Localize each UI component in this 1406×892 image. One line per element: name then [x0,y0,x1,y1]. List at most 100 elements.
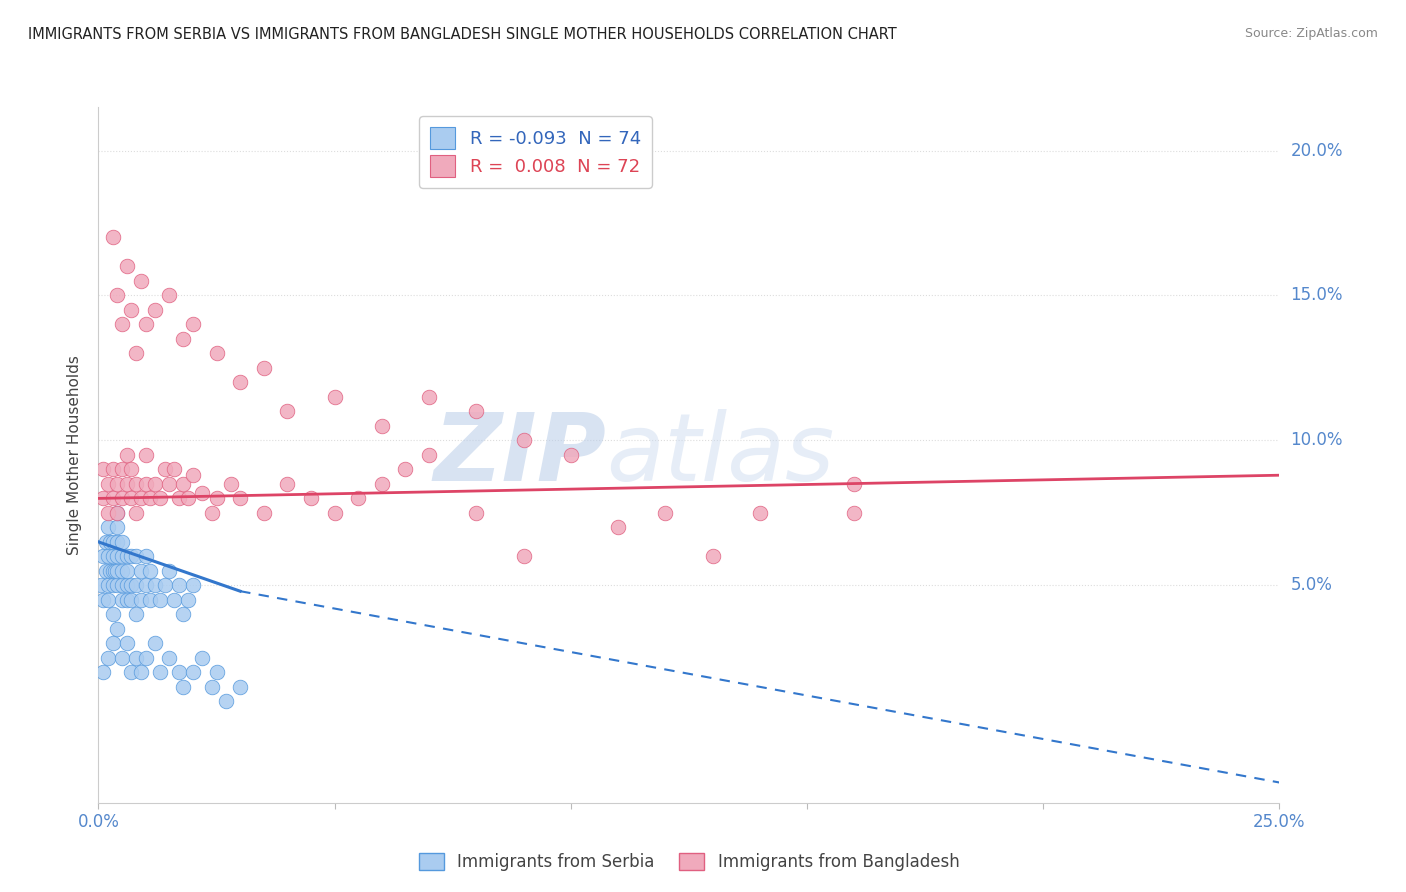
Point [105,288,128,302]
Point [125,607,148,622]
Point [105,564,128,578]
Point [465,506,488,520]
Point [101,491,124,506]
Point [418,390,440,404]
Point [111,564,134,578]
Point [129,592,152,607]
Point [121,491,143,506]
Point [371,419,394,434]
Point [276,476,298,491]
Point [135,318,157,332]
Point [129,665,152,680]
Point [91,549,114,564]
Point [97,506,120,520]
Point [101,636,124,650]
Point [101,462,124,476]
Point [229,680,252,694]
Point [97,578,120,592]
Point [135,651,157,665]
Point [105,506,128,520]
Point [139,491,162,506]
Point [215,694,238,708]
Point [115,592,138,607]
Text: 10.0%: 10.0% [1291,432,1343,450]
Point [418,448,440,462]
Point [143,578,166,592]
Point [101,534,124,549]
Point [512,549,534,564]
Point [115,549,138,564]
Point [560,448,582,462]
Text: IMMIGRANTS FROM SERBIA VS IMMIGRANTS FROM BANGLADESH SINGLE MOTHER HOUSEHOLDS CO: IMMIGRANTS FROM SERBIA VS IMMIGRANTS FRO… [28,27,897,42]
Point [125,651,148,665]
Point [105,476,128,491]
Point [98,564,121,578]
Point [172,476,194,491]
Point [121,592,143,607]
Point [115,260,138,274]
Point [121,578,143,592]
Point [94,564,117,578]
Point [111,318,134,332]
Point [219,476,242,491]
Point [205,346,228,360]
Point [323,390,346,404]
Point [394,462,416,476]
Point [253,361,276,376]
Point [135,476,157,491]
Point [167,491,190,506]
Text: 5.0%: 5.0% [1291,576,1333,594]
Point [229,491,252,506]
Point [125,346,148,360]
Point [844,476,866,491]
Point [91,491,114,506]
Point [121,303,143,318]
Point [105,506,128,520]
Point [181,318,204,332]
Point [105,622,128,636]
Point [115,564,138,578]
Point [191,651,214,665]
Point [143,303,166,318]
Point [172,607,194,622]
Point [205,665,228,680]
Point [94,534,117,549]
Point [101,578,124,592]
Point [97,476,120,491]
Point [167,665,190,680]
Point [105,534,128,549]
Point [177,491,200,506]
Point [98,534,121,549]
Point [157,476,180,491]
Point [111,462,134,476]
Y-axis label: Single Mother Households: Single Mother Households [67,355,83,555]
Point [97,592,120,607]
Point [111,651,134,665]
Point [125,506,148,520]
Point [97,651,120,665]
Point [191,485,214,500]
Point [229,376,252,390]
Point [465,404,488,418]
Point [91,665,114,680]
Point [323,506,346,520]
Point [157,564,180,578]
Point [163,592,186,607]
Text: ZIP: ZIP [433,409,606,501]
Point [97,549,120,564]
Point [121,665,143,680]
Point [347,491,370,506]
Point [153,578,176,592]
Point [371,476,394,491]
Point [143,636,166,650]
Point [97,520,120,534]
Point [101,549,124,564]
Point [125,578,148,592]
Point [177,592,200,607]
Point [512,434,534,448]
Point [143,476,166,491]
Point [111,592,134,607]
Point [125,549,148,564]
Point [101,230,124,244]
Point [101,564,124,578]
